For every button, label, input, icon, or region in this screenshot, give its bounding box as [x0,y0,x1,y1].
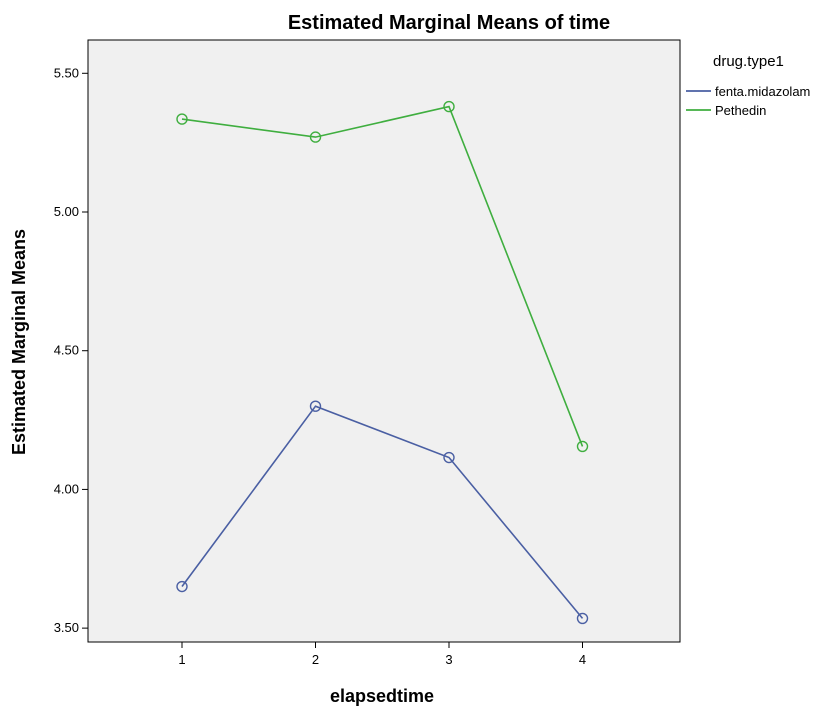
legend-label: Pethedin [715,103,766,118]
y-tick-label: 4.50 [54,343,79,358]
y-tick-label: 5.50 [54,65,79,80]
data-point [576,612,589,625]
series-line [181,405,584,619]
data-point [443,451,455,464]
chart-title: Estimated Marginal Means of time [288,12,610,34]
x-tick-label: 3 [445,652,452,667]
x-tick-label: 1 [178,652,185,667]
data-point [576,440,589,453]
x-axis: 1 2 3 4 [178,642,586,667]
legend: drug.type1 fenta.midazolam Pethedin [686,53,810,118]
y-axis: 3.50 4.00 4.50 5.00 5.50 [54,65,88,635]
data-point [176,113,188,125]
series-pethedin [176,100,589,453]
y-tick-label: 3.50 [54,620,79,635]
y-axis-title: Estimated Marginal Means [9,229,29,455]
data-point [176,580,188,593]
data-point [443,100,455,113]
x-tick-label: 2 [312,652,319,667]
x-tick-label: 4 [579,652,586,667]
data-point [309,131,322,143]
legend-title: drug.type1 [713,53,784,70]
y-tick-label: 5.00 [54,204,79,219]
data-point [309,400,322,412]
legend-label: fenta.midazolam [715,84,810,99]
series-line [181,105,584,447]
series-layer [176,100,589,625]
x-axis-title: elapsedtime [330,686,434,706]
plot-area [87,39,681,643]
series-fenta-midazolam [176,400,589,625]
y-tick-label: 4.00 [54,481,79,496]
